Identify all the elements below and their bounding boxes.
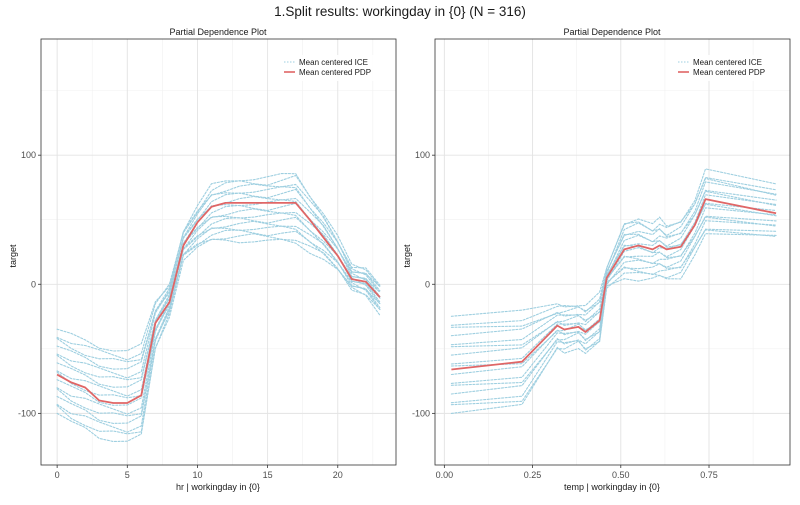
ice-curve — [450, 177, 777, 328]
ice-curve — [450, 207, 777, 376]
x-tick-label: 0 — [55, 470, 60, 480]
legend-label: Mean centered ICE — [693, 58, 762, 67]
legend-label: Mean centered ICE — [299, 58, 368, 67]
legend-background — [674, 55, 784, 81]
left-panel-title: Partial Dependence Plot — [169, 27, 267, 37]
y-tick-label: 100 — [415, 150, 430, 160]
x-tick-label: 15 — [263, 470, 273, 480]
x-tick-label: 0.25 — [524, 470, 542, 480]
ice-curve — [450, 229, 777, 406]
y-tick-label: 100 — [21, 150, 36, 160]
ice-curve — [450, 216, 777, 386]
ice-curve — [450, 190, 777, 348]
right-y-axis-label: target — [402, 244, 412, 268]
ice-curve — [56, 233, 381, 435]
pdp-line — [56, 201, 381, 404]
ice-curve — [56, 216, 381, 415]
ice-curve — [56, 202, 381, 397]
right-panel: Partial Dependence Plot temp | workingda… — [402, 27, 791, 492]
right-x-axis-label: temp | workingday in {0} — [564, 482, 660, 492]
ice-curve — [450, 233, 777, 414]
ice-curve — [450, 228, 777, 404]
figure-title: 1.Split results: workingday in {0} (N = … — [274, 4, 526, 19]
plot-background — [41, 39, 396, 465]
right-plot-area: 0.00 0.25 0.50 0.75 -100 0 100 Mean centered IC… — [412, 38, 791, 480]
left-y-axis-label: target — [8, 244, 18, 268]
ice-curve — [450, 220, 777, 395]
ice-curve — [56, 220, 381, 417]
ice-curve — [56, 188, 381, 379]
ice-curve — [56, 208, 381, 399]
x-tick-label: 0.75 — [700, 470, 718, 480]
x-tick-label: 10 — [192, 470, 202, 480]
x-tick-label: 20 — [333, 470, 343, 480]
pdp-line — [451, 198, 777, 371]
legend-label: Mean centered PDP — [299, 68, 371, 77]
left-panel: Partial Dependence Plot hr | workingday … — [8, 27, 397, 492]
ice-curve — [56, 172, 381, 352]
panel-border — [434, 38, 791, 466]
x-tick-label: 0.00 — [436, 470, 454, 480]
ice-curve — [450, 168, 777, 317]
x-tick-label: 0.50 — [612, 470, 630, 480]
ice-curve — [450, 203, 777, 367]
ice-curve — [450, 181, 777, 337]
y-tick-label: 0 — [425, 279, 430, 289]
y-tick-label: -100 — [18, 408, 36, 418]
right-panel-title: Partial Dependence Plot — [563, 27, 661, 37]
left-x-axis-label: hr | workingday in {0} — [176, 482, 260, 492]
ice-curve — [450, 194, 777, 356]
ice-curve — [56, 229, 381, 433]
ice-curve — [56, 174, 381, 361]
x-tick-label: 5 — [125, 470, 130, 480]
panel-border — [40, 38, 397, 466]
y-tick-label: 0 — [31, 279, 36, 289]
legend-background — [280, 55, 390, 81]
y-tick-label: -100 — [412, 408, 430, 418]
legend-label: Mean centered PDP — [693, 68, 765, 77]
